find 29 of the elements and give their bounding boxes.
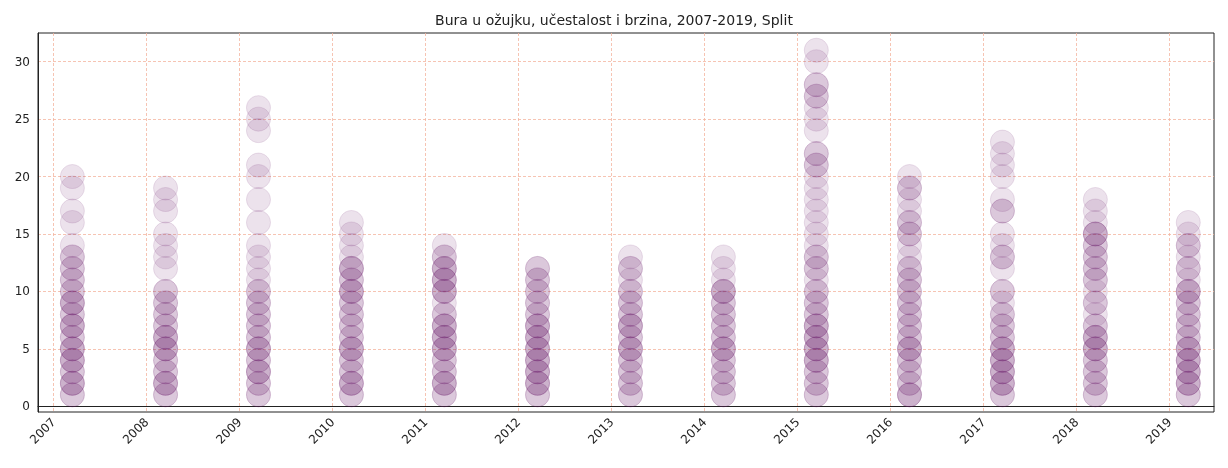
point [246,152,271,178]
point [246,187,271,213]
y-tick-label: 20 [14,169,30,184]
point [246,95,271,121]
y-tick-label: 5 [22,341,30,356]
point [710,244,736,270]
point [989,187,1015,213]
y-tick-label: 10 [14,284,30,299]
point [1175,210,1201,235]
point [153,175,179,201]
point [338,210,364,235]
chart-title: Bura u ožujku, učestalost i brzina, 2007-2019, Split [435,12,794,28]
y-tick-label: 25 [14,112,30,127]
y-tick-label: 0 [22,399,30,414]
point [246,210,271,235]
point [803,37,829,63]
point [153,221,179,247]
point [989,129,1015,155]
point [246,232,271,258]
point [59,164,85,190]
point [989,221,1015,247]
point [897,164,922,190]
y-tick-label: 30 [14,54,30,69]
point [431,232,457,258]
point [617,244,643,270]
point [59,232,85,258]
point [1082,187,1108,213]
y-tick-label: 15 [14,226,30,241]
point [59,198,85,224]
